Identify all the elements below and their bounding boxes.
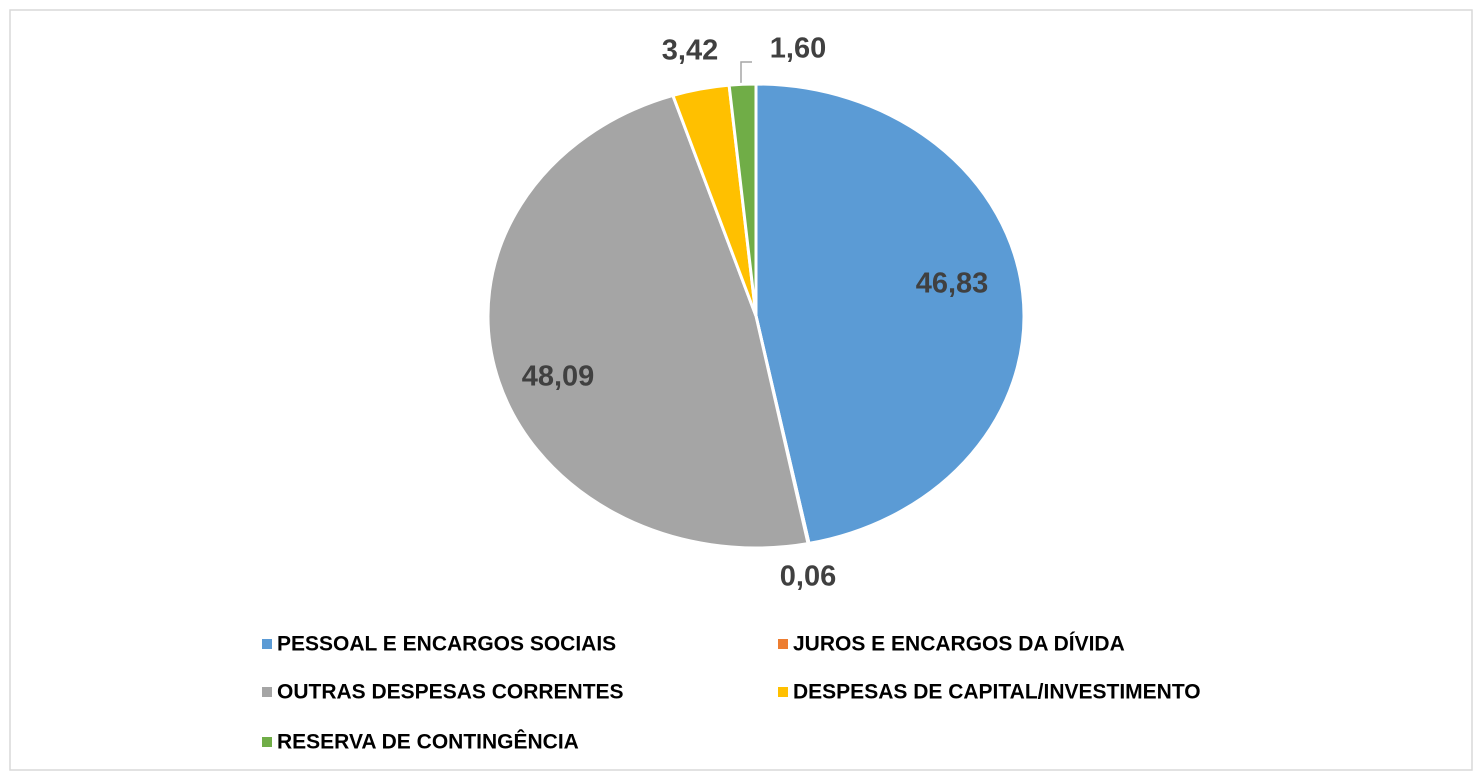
legend-label: DESPESAS DE CAPITAL/INVESTIMENTO [793,681,1201,704]
legend-swatch [262,737,272,747]
legend-swatch [262,639,272,649]
legend-swatch [778,639,788,649]
legend-label: RESERVA DE CONTINGÊNCIA [277,730,579,754]
legend-label: PESSOAL E ENCARGOS SOCIAIS [277,633,616,656]
legend-label: JUROS E ENCARGOS DA DÍVIDA [793,633,1125,656]
data-label: 1,60 [770,33,826,65]
pie-slice [754,82,1026,546]
pie-slice [486,93,810,550]
leader-line [740,61,752,84]
data-label: 0,06 [780,561,836,593]
legend-swatch [778,687,788,697]
data-label: 48,09 [522,361,595,393]
data-label: 46,83 [916,268,989,300]
pie-slice [727,82,758,317]
legend-swatch [262,687,272,697]
data-label: 3,42 [662,35,718,67]
legend-label: OUTRAS DESPESAS CORRENTES [277,681,624,704]
